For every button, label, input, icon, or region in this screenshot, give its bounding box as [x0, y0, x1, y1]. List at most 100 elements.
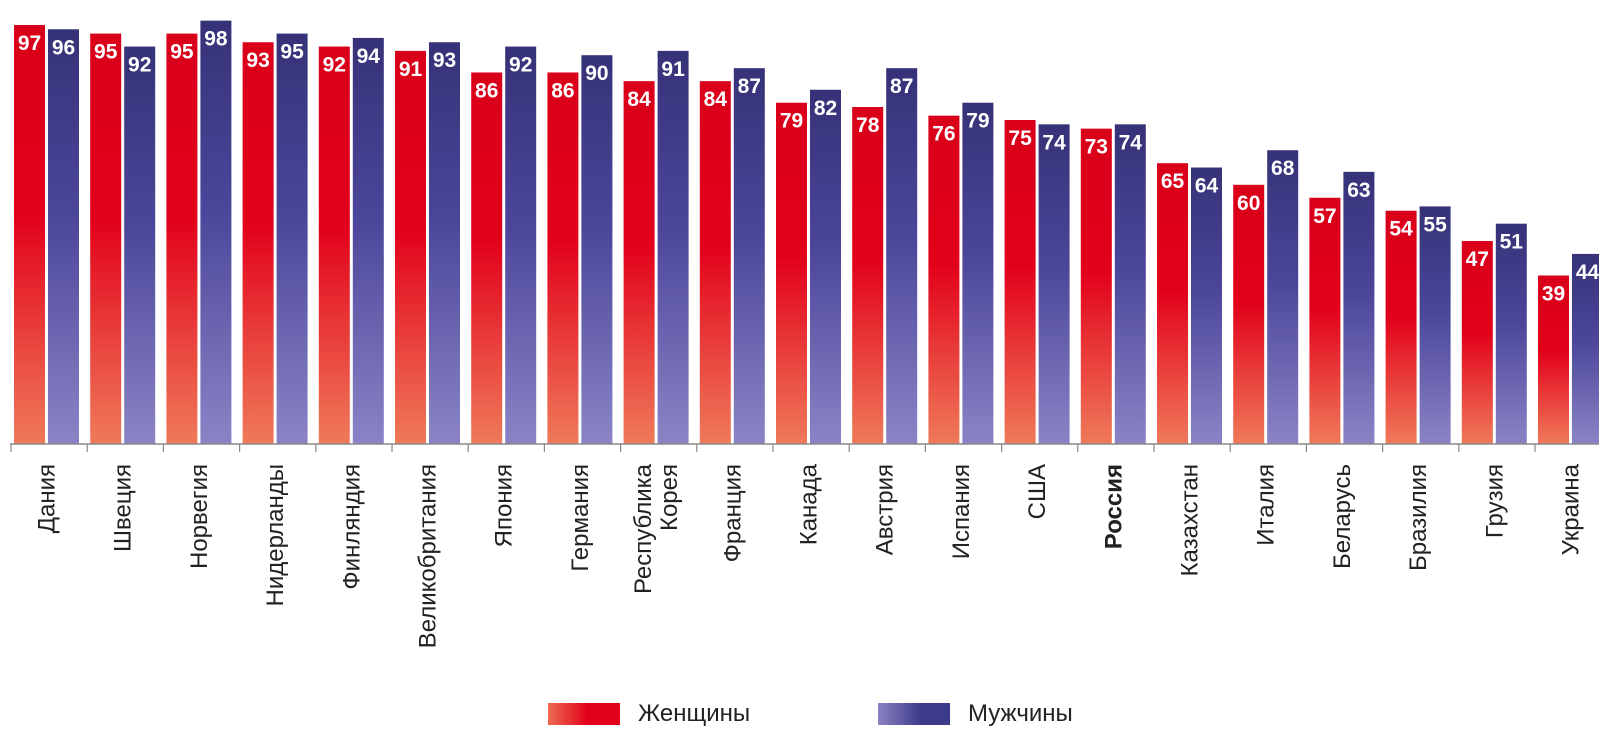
category-label-нидерланды: Нидерланды	[262, 464, 289, 606]
value-label-women-11: 78	[856, 114, 880, 137]
category-label-республика: РеспубликаКорея	[630, 463, 683, 594]
value-label-women-17: 57	[1313, 205, 1336, 228]
value-label-women-1: 95	[94, 41, 118, 64]
category-label-украина: Украина	[1558, 463, 1585, 555]
category-label-австрия: Австрия	[872, 464, 899, 555]
category-label-великобритания: Великобритания	[415, 464, 442, 648]
category-label-япония: Япония	[491, 464, 518, 547]
legend-item-men: Мужчины	[878, 700, 1073, 728]
category-label-канада: Канада	[796, 463, 823, 545]
bar-women-17	[1309, 197, 1341, 444]
bars-layer: 97 96 95 92 95 98 93 95 92 94 91 93 86 92 86 90 84 91 84 87…	[14, 20, 1599, 445]
bar-women-16	[1233, 184, 1265, 445]
value-label-women-4: 92	[323, 54, 346, 77]
category-label-германия: Германия	[567, 464, 594, 572]
value-label-women-9: 84	[704, 88, 728, 111]
bar-men-2	[200, 20, 232, 444]
category-label-испания: Испания	[948, 464, 975, 559]
value-label-women-19: 47	[1466, 248, 1489, 271]
bar-women-5	[395, 50, 426, 444]
value-label-women-0: 97	[18, 32, 41, 55]
value-label-men-10: 82	[814, 97, 837, 120]
category-label-бразилия: Бразилия	[1405, 464, 1432, 571]
bar-women-12	[928, 115, 960, 445]
category-label-грузия: Грузия	[1481, 464, 1508, 538]
value-label-men-20: 44	[1576, 261, 1599, 284]
bar-men-5	[429, 42, 460, 445]
bar-men-8	[657, 50, 689, 444]
x-axis	[10, 443, 1599, 452]
category-label-швеция: Швеция	[110, 464, 137, 552]
bar-women-8	[623, 81, 655, 445]
bar-women-3	[242, 42, 274, 445]
value-label-women-6: 86	[475, 79, 498, 102]
value-label-women-2: 95	[170, 41, 194, 64]
value-label-women-7: 86	[551, 79, 574, 102]
bar-women-10	[776, 102, 807, 444]
legend-label-women: Женщины	[638, 700, 751, 727]
value-label-women-14: 73	[1085, 136, 1108, 159]
bar-women-19	[1461, 240, 1493, 444]
bar-women-6	[471, 72, 503, 444]
value-label-men-19: 51	[1500, 231, 1524, 254]
bar-men-6	[505, 46, 537, 445]
value-label-men-15: 64	[1195, 175, 1219, 198]
bar-women-7	[547, 72, 579, 444]
bar-women-4	[318, 46, 350, 445]
bar-women-18	[1385, 210, 1417, 444]
value-label-men-8: 91	[661, 58, 685, 81]
value-label-women-10: 79	[780, 110, 803, 133]
bar-women-20	[1538, 275, 1569, 444]
value-label-men-7: 90	[585, 62, 608, 85]
category-label-россия: Россия	[1100, 464, 1127, 549]
category-label-сша: США	[1024, 464, 1051, 519]
bar-men-16	[1267, 150, 1299, 445]
bar-women-9	[699, 81, 731, 445]
bar-men-7	[581, 55, 613, 444]
legend-item-women: Женщины	[548, 700, 750, 728]
value-label-men-17: 63	[1347, 179, 1370, 202]
bar-men-18	[1419, 206, 1451, 444]
value-label-men-16: 68	[1271, 157, 1295, 180]
category-label-франция: Франция	[719, 464, 746, 562]
bar-women-0	[14, 24, 45, 445]
category-label-беларусь: Беларусь	[1329, 464, 1356, 569]
category-label-казахстан: Казахстан	[1177, 464, 1204, 576]
bar-men-9	[733, 68, 765, 444]
value-label-men-11: 87	[890, 75, 913, 98]
bar-men-1	[124, 46, 156, 445]
category-labels: Дания Швеция Норвегия Нидерланды Финляндия Ве…	[34, 463, 1585, 648]
bar-women-15	[1157, 163, 1188, 444]
bar-men-17	[1343, 171, 1375, 444]
bar-men-15	[1191, 167, 1222, 444]
bar-women-2	[166, 33, 198, 444]
category-label-норвегия: Норвегия	[186, 464, 213, 569]
category-label-дания: Дания	[34, 464, 61, 533]
value-label-men-6: 92	[509, 54, 532, 77]
value-label-men-2: 98	[204, 28, 228, 51]
value-label-men-14: 74	[1119, 131, 1143, 154]
value-label-men-5: 93	[433, 49, 456, 72]
bar-women-11	[852, 107, 884, 444]
value-label-men-0: 96	[52, 36, 75, 59]
value-label-women-12: 76	[932, 123, 955, 146]
value-label-women-20: 39	[1542, 283, 1565, 306]
value-label-men-4: 94	[357, 45, 381, 68]
category-label-финляндия: Финляндия	[338, 464, 365, 590]
legend-label-men: Мужчины	[968, 700, 1073, 727]
bar-men-13	[1038, 124, 1070, 444]
bar-men-11	[886, 68, 918, 444]
value-label-men-1: 92	[128, 54, 151, 77]
value-label-men-13: 74	[1042, 131, 1066, 154]
bar-men-10	[810, 89, 841, 444]
bar-men-0	[48, 29, 79, 445]
bar-women-1	[90, 33, 122, 444]
bar-men-19	[1495, 223, 1527, 444]
value-label-women-8: 84	[627, 88, 651, 111]
value-label-women-18: 54	[1389, 218, 1413, 241]
value-label-men-18: 55	[1423, 213, 1447, 236]
value-label-men-3: 95	[280, 41, 304, 64]
bar-men-14	[1114, 124, 1146, 444]
